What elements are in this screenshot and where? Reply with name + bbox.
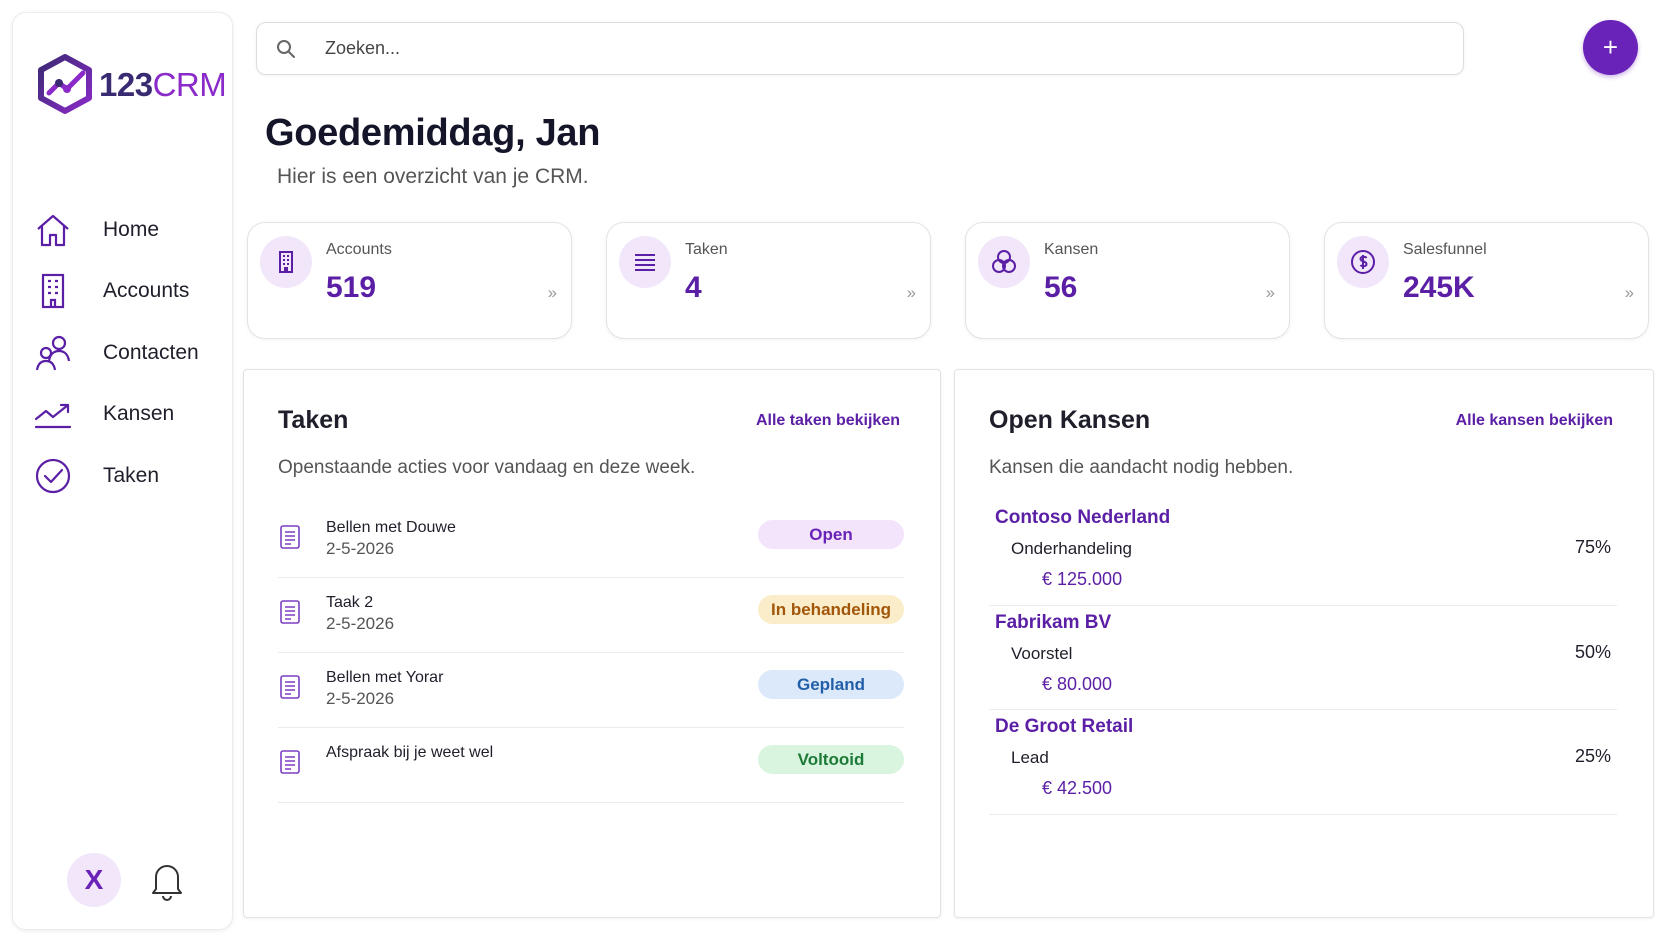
stat-value: 56 (1044, 271, 1078, 304)
task-row[interactable]: Bellen met Douwe 2-5-2026 Open (278, 503, 904, 578)
sidebar-item-taken[interactable]: Taken (33, 445, 223, 507)
stat-label: Salesfunnel (1403, 241, 1487, 258)
sidebar-item-label: Kansen (103, 402, 175, 426)
chevron-right-icon: ›› (547, 283, 557, 302)
opportunity-list: Contoso Nederland Onderhandeling € 125.0… (989, 501, 1617, 815)
task-list: Bellen met Douwe 2-5-2026 Open Taak 2 2-… (278, 503, 904, 803)
sidebar-item-kansen[interactable]: Kansen (33, 384, 223, 446)
sidebar-nav: Home Accounts Contacten (33, 199, 223, 507)
task-title: Afspraak bij je weet wel (326, 744, 494, 761)
trend-icon (33, 394, 73, 434)
opportunities-title: Open Kansen (989, 406, 1151, 434)
stat-label: Accounts (326, 241, 392, 258)
document-icon (280, 675, 300, 699)
status-badge: Gepland (758, 670, 904, 699)
bell-icon[interactable] (147, 858, 187, 902)
opportunity-name[interactable]: Fabrikam BV (995, 611, 1112, 633)
task-date: 2-5-2026 (326, 539, 395, 558)
all-tasks-link[interactable]: Alle taken bekijken (755, 412, 900, 429)
status-badge: Voltooid (758, 745, 904, 774)
search-icon (277, 39, 295, 58)
document-icon (280, 525, 300, 549)
search-input[interactable] (325, 38, 1425, 59)
task-row[interactable]: Afspraak bij je weet wel Voltooid (278, 728, 904, 803)
task-title: Taak 2 (326, 594, 374, 611)
list-icon (619, 236, 671, 288)
opportunity-probability: 75% (1574, 537, 1611, 557)
check-circle-icon (33, 456, 73, 496)
page-title: Goedemiddag, Jan (265, 112, 601, 154)
tasks-title: Taken (278, 406, 349, 434)
sidebar-item-home[interactable]: Home (33, 199, 223, 261)
opportunity-name[interactable]: De Groot Retail (995, 716, 1134, 737)
dollar-icon (1337, 236, 1389, 288)
chevron-right-icon: ›› (906, 283, 916, 302)
opportunity-row[interactable]: Contoso Nederland Onderhandeling € 125.0… (989, 501, 1617, 606)
logo-number: 123 (99, 66, 153, 103)
stat-value: 245K (1403, 271, 1475, 304)
stat-label: Taken (685, 241, 728, 258)
opportunity-probability: 50% (1574, 641, 1611, 662)
opportunity-name[interactable]: Contoso Nederland (995, 507, 1171, 528)
opportunity-stage: Lead (1011, 748, 1049, 767)
logo[interactable]: 123CRM (35, 53, 227, 117)
stat-value: 519 (326, 271, 377, 304)
stat-card-salesfunnel[interactable]: Salesfunnel 245K ›› (1324, 222, 1649, 339)
opportunity-row[interactable]: De Groot Retail Lead € 42.500 25% (989, 710, 1617, 815)
chevron-right-icon: ›› (1265, 283, 1275, 302)
opportunity-row[interactable]: Fabrikam BV Voorstel € 80.000 50% (989, 606, 1617, 710)
tasks-panel: Taken Alle taken bekijken Openstaande ac… (243, 369, 941, 918)
task-date: 2-5-2026 (326, 689, 395, 708)
sidebar-item-label: Taken (103, 463, 160, 487)
task-title: Bellen met Yorar (326, 669, 444, 686)
task-date: 2-5-2026 (326, 614, 395, 633)
task-row[interactable]: Bellen met Yorar 2-5-2026 Gepland (278, 653, 904, 728)
avatar[interactable]: X (67, 853, 121, 907)
building-icon (33, 271, 73, 311)
status-badge: In behandeling (758, 595, 904, 624)
sidebar-item-label: Accounts (103, 279, 190, 303)
opportunities-panel: Open Kansen Alle kansen bekijken Kansen … (954, 369, 1654, 918)
logo-hexagon-icon (38, 54, 92, 114)
tasks-subtitle: Openstaande acties voor vandaag en deze … (278, 457, 696, 478)
document-icon (280, 600, 300, 624)
document-icon (280, 750, 300, 774)
stat-card-taken[interactable]: Taken 4 ›› (606, 222, 931, 339)
add-button[interactable]: + (1583, 20, 1638, 75)
sidebar-item-contacten[interactable]: Contacten (33, 322, 223, 384)
stat-card-accounts[interactable]: Accounts 519 ›› (247, 222, 572, 339)
logo-name: CRM (152, 66, 227, 103)
page-subtitle: Hier is een overzicht van je CRM. (277, 165, 589, 188)
opportunities-subtitle: Kansen die aandacht nodig hebben. (989, 457, 1294, 478)
contacts-icon (33, 333, 73, 373)
opportunity-stage: Voorstel (1011, 643, 1073, 663)
sidebar: 123CRM Home Accounts (12, 12, 233, 930)
opportunity-amount: € 80.000 (1042, 673, 1113, 694)
sidebar-item-label: Home (103, 217, 160, 241)
stat-label: Kansen (1044, 241, 1099, 258)
building-icon (260, 236, 312, 288)
sidebar-item-label: Contacten (103, 340, 199, 364)
coins-icon (978, 236, 1030, 288)
opportunity-stage: Onderhandeling (1011, 539, 1132, 558)
opportunity-amount: € 42.500 (1042, 778, 1113, 798)
all-opportunities-link[interactable]: Alle kansen bekijken (1455, 412, 1613, 429)
task-title: Bellen met Douwe (326, 519, 456, 536)
logo-text: 123CRM (99, 66, 227, 104)
search-bar (256, 22, 1464, 75)
sidebar-footer: X (67, 853, 187, 907)
chevron-right-icon: ›› (1624, 283, 1634, 302)
opportunity-probability: 25% (1574, 746, 1611, 766)
stat-card-kansen[interactable]: Kansen 56 ›› (965, 222, 1290, 339)
sidebar-item-accounts[interactable]: Accounts (33, 261, 223, 323)
home-icon (33, 210, 73, 250)
status-badge: Open (758, 520, 904, 549)
stat-value: 4 (685, 271, 702, 304)
task-row[interactable]: Taak 2 2-5-2026 In behandeling (278, 578, 904, 653)
opportunity-amount: € 125.000 (1042, 569, 1123, 589)
